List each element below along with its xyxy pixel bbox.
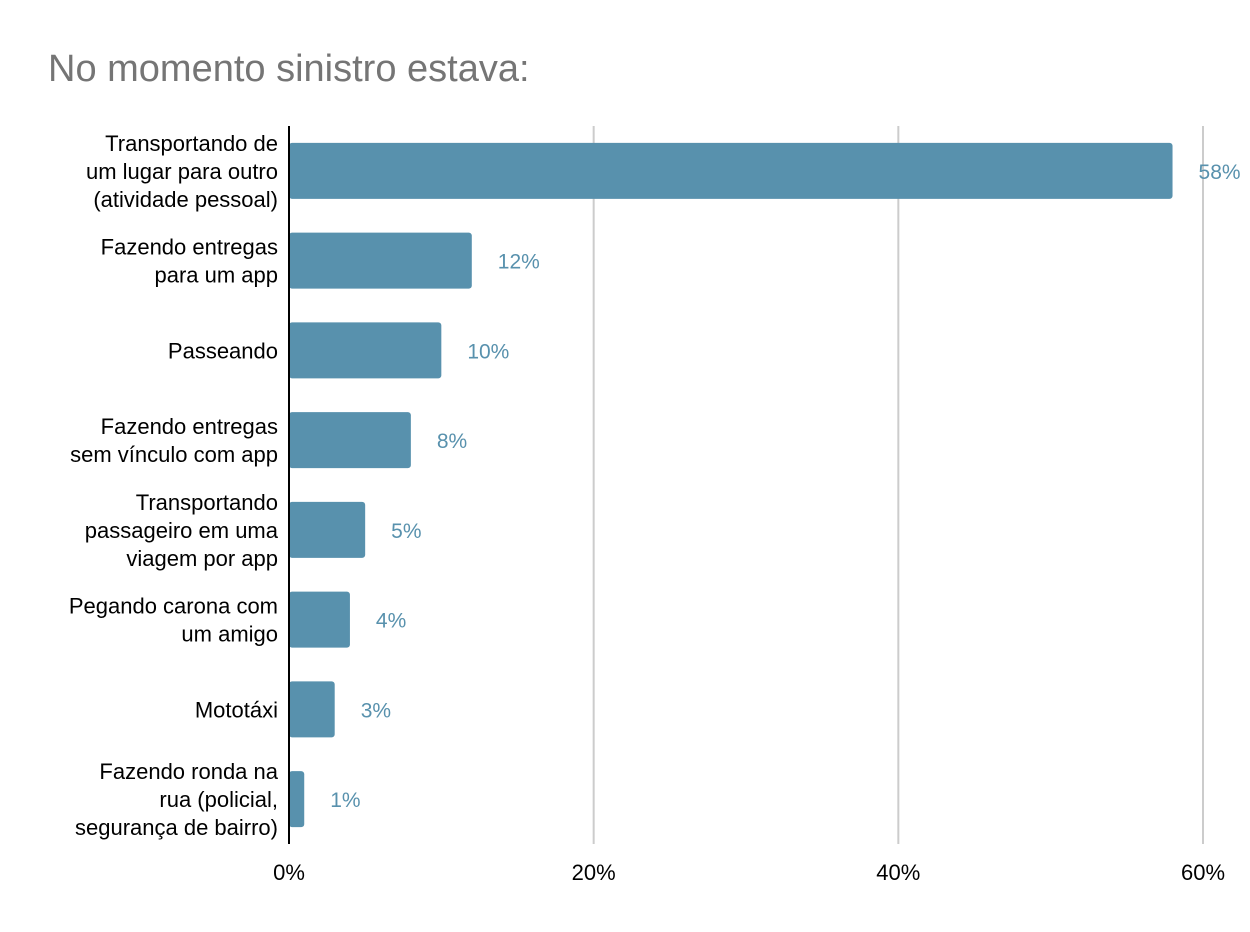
data-label: 10% — [467, 340, 509, 363]
x-tick-label: 60% — [1181, 860, 1225, 885]
data-label: 5% — [391, 520, 421, 543]
bar — [289, 681, 335, 738]
data-label: 8% — [437, 430, 467, 453]
category-label-line: segurança de bairro) — [75, 815, 278, 840]
category-label-line: um amigo — [181, 622, 278, 647]
data-label: 3% — [361, 699, 391, 722]
category-label-line: passageiro em uma — [85, 518, 279, 543]
category-label-line: Transportando — [136, 490, 278, 515]
category-label: Fazendo entregas sem vínculo com app — [70, 414, 278, 467]
bar — [289, 142, 1173, 199]
category-label: Fazendo entregas para um app — [101, 235, 278, 288]
category-label-line: Fazendo ronda na — [99, 759, 278, 784]
category-label-line: rua (policial, — [159, 787, 278, 812]
data-label: 1% — [330, 789, 360, 812]
category-label: Fazendo ronda na rua (policial, segurança … — [75, 759, 279, 840]
category-label-line: Transportando de — [105, 131, 278, 156]
category-label: Pegando carona com um amigo — [69, 594, 278, 647]
chart-title: No momento sinistro estava: — [48, 48, 530, 90]
data-label: 4% — [376, 610, 406, 633]
bar — [289, 501, 366, 558]
category-label-line: Fazendo entregas — [101, 414, 278, 439]
x-tick-label: 20% — [572, 860, 616, 885]
category-label: Passeando — [168, 338, 278, 363]
bar — [289, 232, 472, 289]
category-label-line: um lugar para outro — [86, 159, 278, 184]
x-tick-label: 40% — [876, 860, 920, 885]
category-label: Transportando passageiro em uma viagem por… — [85, 490, 279, 571]
bar — [289, 591, 350, 648]
category-label: Transportando de um lugar para outro (ativ… — [86, 131, 278, 212]
data-label: 12% — [498, 251, 540, 274]
bar — [289, 322, 442, 379]
bar — [289, 412, 411, 469]
category-label-line: para um app — [154, 263, 278, 288]
category-label-line: Pegando carona com — [69, 594, 278, 619]
category-label-line: viagem por app — [126, 546, 278, 571]
category-label-line: (atividade pessoal) — [93, 187, 278, 212]
category-label-line: sem vínculo com app — [70, 442, 278, 467]
category-label: Mototáxi — [195, 697, 278, 722]
category-label-line: Mototáxi — [195, 697, 278, 722]
data-label: 58% — [1199, 161, 1241, 184]
x-tick-label: 0% — [273, 860, 305, 885]
category-label-line: Passeando — [168, 338, 278, 363]
bar — [289, 771, 305, 828]
category-label-line: Fazendo entregas — [101, 235, 278, 260]
